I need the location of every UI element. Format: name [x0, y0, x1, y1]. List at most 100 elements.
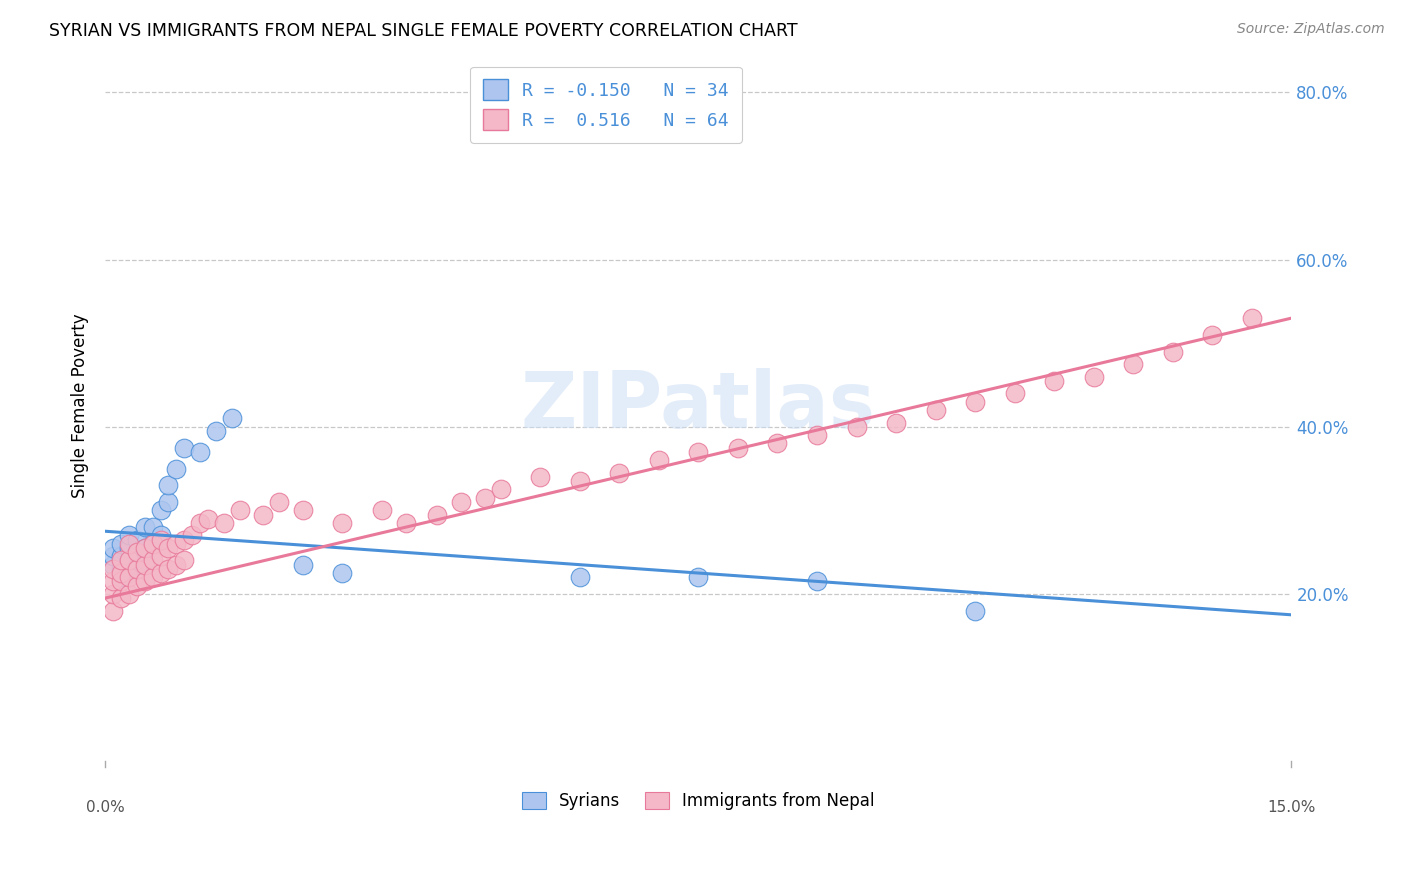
Point [965, 394, 987, 409]
Point [1004, 386, 1026, 401]
Point [165, 558, 187, 572]
Point [489, 483, 512, 497]
Point [101, 558, 124, 572]
Point [173, 533, 195, 547]
Text: 0.0%: 0.0% [86, 800, 125, 815]
Point [188, 445, 211, 459]
Point [118, 541, 141, 555]
Point [134, 541, 156, 555]
Point [101, 549, 124, 564]
Y-axis label: Single Female Poverty: Single Female Poverty [72, 314, 89, 499]
Point [110, 566, 132, 580]
Point [149, 533, 172, 547]
Point [806, 428, 828, 442]
Point [157, 478, 180, 492]
Point [965, 604, 987, 618]
Point [529, 470, 551, 484]
Point [173, 441, 195, 455]
Point [110, 553, 132, 567]
Point [134, 574, 156, 589]
Point [110, 537, 132, 551]
Point [252, 508, 274, 522]
Point [221, 411, 243, 425]
Point [101, 562, 124, 576]
Point [149, 528, 172, 542]
Point [1083, 369, 1105, 384]
Point [568, 474, 591, 488]
Point [110, 574, 132, 589]
Point [688, 570, 710, 584]
Point [1161, 344, 1184, 359]
Legend: Syrians, Immigrants from Nepal: Syrians, Immigrants from Nepal [516, 785, 882, 817]
Text: ZIPatlas: ZIPatlas [520, 368, 876, 444]
Point [450, 495, 472, 509]
Point [134, 520, 156, 534]
Point [188, 516, 211, 530]
Point [291, 503, 314, 517]
Point [332, 566, 354, 580]
Point [181, 528, 204, 542]
Point [149, 566, 172, 580]
Point [568, 570, 591, 584]
Point [173, 553, 195, 567]
Point [924, 403, 946, 417]
Point [648, 453, 671, 467]
Point [1043, 374, 1066, 388]
Point [125, 558, 148, 572]
Point [125, 578, 148, 592]
Point [142, 553, 165, 567]
Point [134, 553, 156, 567]
Point [688, 445, 710, 459]
Point [101, 587, 124, 601]
Point [228, 503, 250, 517]
Point [101, 574, 124, 589]
Point [149, 503, 172, 517]
Point [157, 541, 180, 555]
Point [884, 416, 907, 430]
Point [110, 591, 132, 606]
Point [165, 461, 187, 475]
Point [269, 495, 291, 509]
Point [291, 558, 314, 572]
Point [426, 508, 449, 522]
Point [101, 604, 124, 618]
Point [125, 545, 148, 559]
Text: 15.0%: 15.0% [1267, 800, 1316, 815]
Point [371, 503, 394, 517]
Point [142, 537, 165, 551]
Point [332, 516, 354, 530]
Point [474, 491, 496, 505]
Point [395, 516, 418, 530]
Point [118, 553, 141, 567]
Text: SYRIAN VS IMMIGRANTS FROM NEPAL SINGLE FEMALE POVERTY CORRELATION CHART: SYRIAN VS IMMIGRANTS FROM NEPAL SINGLE F… [49, 22, 797, 40]
Point [118, 537, 141, 551]
Point [125, 562, 148, 576]
Point [142, 537, 165, 551]
Point [118, 528, 141, 542]
Point [118, 570, 141, 584]
Point [149, 549, 172, 564]
Point [165, 537, 187, 551]
Point [101, 541, 124, 555]
Text: Source: ZipAtlas.com: Source: ZipAtlas.com [1237, 22, 1385, 37]
Point [110, 549, 132, 564]
Point [118, 553, 141, 567]
Point [142, 520, 165, 534]
Point [142, 570, 165, 584]
Point [212, 516, 235, 530]
Point [1240, 311, 1263, 326]
Point [766, 436, 789, 450]
Point [157, 495, 180, 509]
Point [110, 562, 132, 576]
Point [118, 587, 141, 601]
Point [134, 558, 156, 572]
Point [125, 533, 148, 547]
Point [110, 570, 132, 584]
Point [806, 574, 828, 589]
Point [727, 441, 749, 455]
Point [845, 419, 868, 434]
Point [1201, 327, 1223, 342]
Point [157, 562, 180, 576]
Point [197, 512, 219, 526]
Point [1122, 357, 1144, 371]
